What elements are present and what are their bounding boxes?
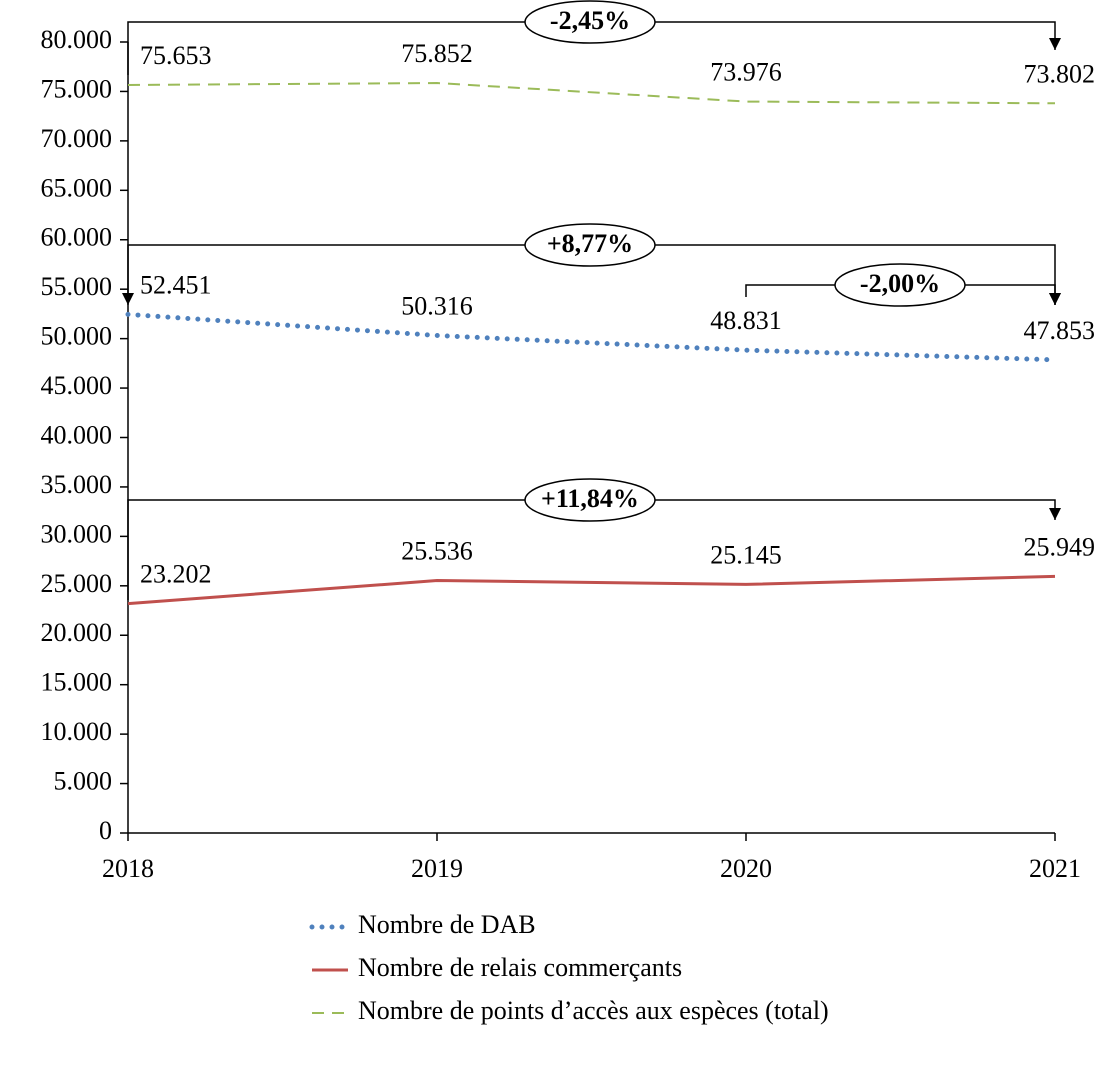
series-line bbox=[127, 574, 1056, 606]
annotation-bubble bbox=[524, 0, 656, 44]
data-label: 23.202 bbox=[140, 560, 212, 589]
annotation: +11,84% bbox=[541, 484, 639, 513]
data-label: 25.536 bbox=[401, 536, 473, 565]
series-line bbox=[125, 311, 1058, 363]
annotation: +8,77% bbox=[547, 229, 633, 258]
data-label: 25.145 bbox=[710, 540, 782, 569]
y-tick-label: 75.000 bbox=[41, 74, 113, 103]
data-label: 73.976 bbox=[710, 58, 782, 87]
arrow-head bbox=[122, 293, 134, 305]
y-tick-label: 35.000 bbox=[41, 470, 113, 499]
annotation: -2,45% bbox=[550, 6, 630, 35]
y-tick-label: 40.000 bbox=[41, 420, 113, 449]
data-label: 73.802 bbox=[1024, 59, 1096, 88]
data-label: 75.653 bbox=[140, 41, 212, 70]
legend-label: Nombre de DAB bbox=[358, 910, 536, 939]
x-tick-label: 2020 bbox=[720, 854, 772, 883]
data-label: 48.831 bbox=[710, 306, 782, 335]
legend-label: Nombre de points d’accès aux espèces (to… bbox=[358, 996, 829, 1025]
annotation-bubble bbox=[834, 263, 966, 307]
arrow-head bbox=[1049, 293, 1061, 305]
x-tick-label: 2019 bbox=[411, 854, 463, 883]
y-tick-label: 70.000 bbox=[41, 124, 113, 153]
y-tick-label: 20.000 bbox=[41, 618, 113, 647]
y-tick-label: 0 bbox=[99, 816, 112, 845]
annotation-bubble bbox=[524, 478, 656, 522]
y-tick-label: 60.000 bbox=[41, 223, 113, 252]
data-label: 52.451 bbox=[140, 270, 212, 299]
data-label: 50.316 bbox=[401, 291, 473, 320]
y-tick-label: 50.000 bbox=[41, 322, 113, 351]
y-tick-label: 45.000 bbox=[41, 371, 113, 400]
annotation-bubble bbox=[524, 223, 656, 267]
annotation: -2,00% bbox=[860, 269, 940, 298]
data-label: 75.852 bbox=[401, 39, 473, 68]
data-label: 47.853 bbox=[1024, 316, 1096, 345]
y-tick-label: 25.000 bbox=[41, 569, 113, 598]
y-tick-label: 5.000 bbox=[54, 767, 113, 796]
series-line bbox=[127, 82, 1056, 105]
y-tick-label: 80.000 bbox=[41, 25, 113, 54]
arrow-head bbox=[1049, 508, 1061, 520]
y-tick-label: 10.000 bbox=[41, 717, 113, 746]
y-tick-label: 30.000 bbox=[41, 519, 113, 548]
y-tick-label: 65.000 bbox=[41, 173, 113, 202]
y-tick-label: 55.000 bbox=[41, 272, 113, 301]
legend-label: Nombre de relais commerçants bbox=[358, 953, 682, 982]
y-tick-label: 15.000 bbox=[41, 668, 113, 697]
data-label: 25.949 bbox=[1024, 532, 1096, 561]
arrow-head bbox=[1049, 38, 1061, 50]
x-tick-label: 2021 bbox=[1029, 854, 1081, 883]
x-tick-label: 2018 bbox=[102, 854, 154, 883]
